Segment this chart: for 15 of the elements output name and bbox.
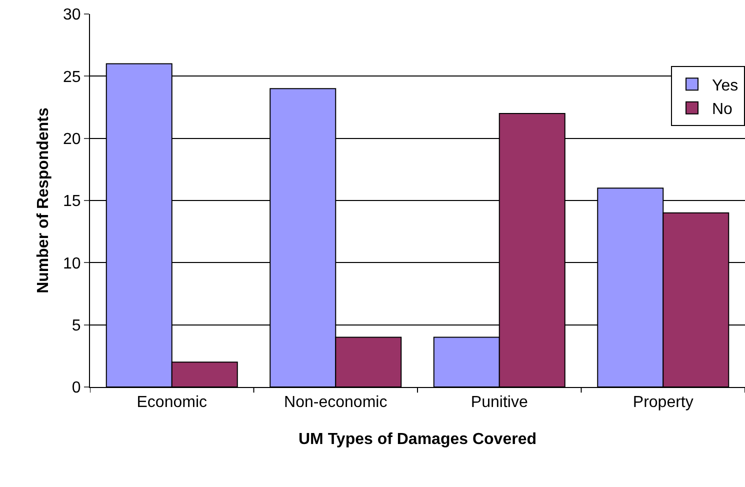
x-tick-label: Punitive xyxy=(470,394,528,412)
legend-label: No xyxy=(712,101,733,118)
y-tick-label: 30 xyxy=(63,6,81,24)
x-tick-label: Economic xyxy=(136,394,208,412)
y-tick-label: 10 xyxy=(63,255,81,272)
y-tick-label: 25 xyxy=(63,68,81,86)
x-axis-title: UM Types of Damages Covered xyxy=(298,430,536,448)
y-tick-label: 15 xyxy=(63,193,81,210)
y-axis-title: Number of Respondents xyxy=(35,108,52,294)
y-tick-label: 5 xyxy=(72,317,81,334)
x-tick-label: Property xyxy=(632,394,694,412)
x-tick-label: Non-economic xyxy=(284,394,388,412)
y-tick-label: 0 xyxy=(72,380,81,397)
legend-label: Yes xyxy=(712,77,738,94)
y-tick-label: 20 xyxy=(63,130,81,148)
